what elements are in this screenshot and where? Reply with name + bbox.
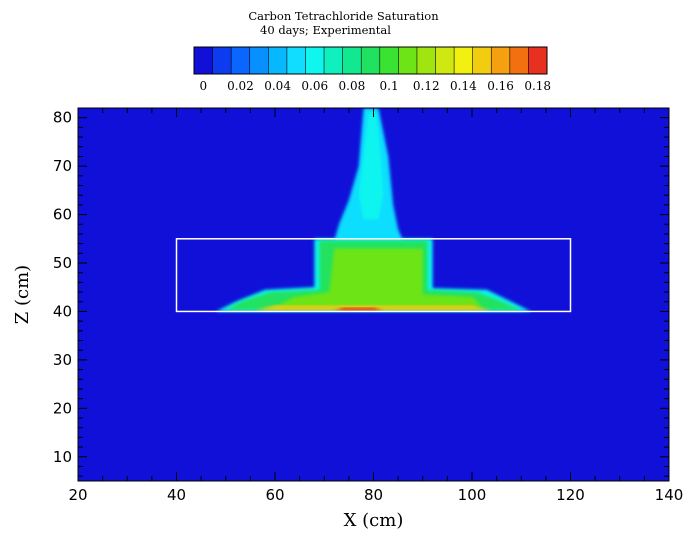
colorbar-swatch [231,47,251,74]
saturation-regions [215,108,532,312]
colorbar-swatch [435,47,455,74]
colorbar-label: 0.1 [380,79,399,93]
colorbar-labels: 0 0.02 0.04 0.06 0.08 0.1 0.12 0.14 0.16 0.18 [199,79,551,93]
colorbar-label: 0.16 [487,79,514,93]
colorbar-label: 0.12 [413,79,440,93]
colorbar-swatch [379,47,399,74]
box-outline [175,238,572,313]
chart-title: Carbon Tetrachloride Saturation [248,9,439,23]
x-axis-label: X (cm) [344,510,404,531]
plot-frame [77,107,670,482]
colorbar-swatch [491,47,511,74]
chart-subtitle: 40 days; Experimental [260,23,391,37]
colorbar-swatch [509,47,529,74]
y-axis-label: Z (cm) [12,265,33,324]
region-plume-core [358,112,384,220]
y-tick-label: 20 [53,399,72,417]
colorbar-swatch [268,47,288,74]
y-tick-label: 60 [53,206,72,224]
colorbar-swatch [454,47,473,74]
colorbar-swatch [398,47,418,74]
y-tick-label: 70 [53,157,72,175]
colorbar-swatch [305,47,325,74]
colorbar-label: 0.08 [339,79,366,93]
colorbar-swatch [528,47,548,74]
colorbar-label: 0.14 [450,79,477,93]
colorbar-label: 0.02 [227,79,254,93]
colorbar-swatch [324,47,343,74]
y-tick-label: 80 [53,109,72,127]
colorbar-swatch [286,47,306,74]
colorbar-label: 0.06 [301,79,328,93]
x-tick-label: 40 [167,486,186,504]
colorbar-swatch [194,47,213,74]
colorbar-swatch [416,47,436,74]
y-tick-label: 40 [53,302,72,320]
y-tick-label: 30 [53,351,72,369]
colorbar-swatch [472,47,492,74]
x-tick-label: 60 [265,486,284,504]
colorbar-label: 0 [199,79,207,93]
x-tick-label: 20 [68,486,87,504]
colorbar-label: 0.18 [524,79,551,93]
colorbar-swatch [361,47,381,74]
colorbar-swatch [249,47,269,74]
y-tick-label: 50 [53,254,72,272]
x-tick-label: 140 [655,486,684,504]
colorbar [193,46,548,75]
colorbar-label: 0.04 [264,79,291,93]
colorbar-swatch [212,47,232,74]
y-tick-label: 10 [53,448,72,466]
x-tick-label: 100 [458,486,487,504]
region-spread-zone-mid [275,248,482,307]
colorbar-frame [193,46,548,75]
region-bottom-peak [334,307,384,311]
x-tick-label: 120 [556,486,585,504]
x-tick-label: 80 [364,486,383,504]
colorbar-swatch [342,47,362,74]
axis-tick-labels: 20 40 60 80 100 120 140 10 20 30 40 50 60 70 80 [53,109,683,504]
